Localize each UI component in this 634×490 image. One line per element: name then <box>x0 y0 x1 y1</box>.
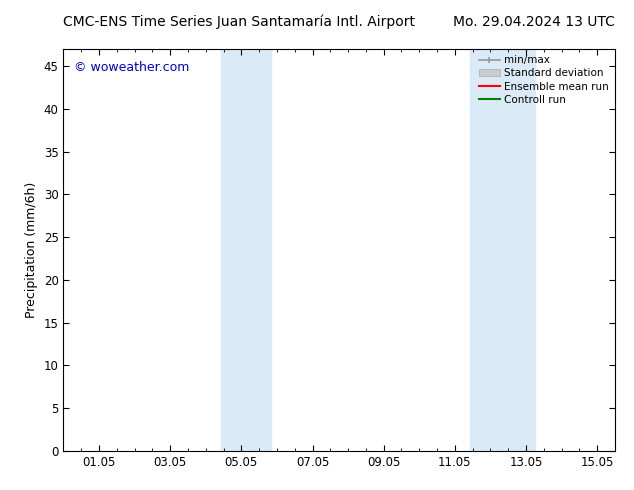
Legend: min/max, Standard deviation, Ensemble mean run, Controll run: min/max, Standard deviation, Ensemble me… <box>475 51 613 109</box>
Text: Mo. 29.04.2024 13 UTC: Mo. 29.04.2024 13 UTC <box>453 15 615 29</box>
Text: CMC-ENS Time Series Juan Santamaría Intl. Airport: CMC-ENS Time Series Juan Santamaría Intl… <box>63 15 415 29</box>
Text: © woweather.com: © woweather.com <box>74 61 190 74</box>
Y-axis label: Precipitation (mm/6h): Precipitation (mm/6h) <box>25 182 38 318</box>
Bar <box>221 49 271 451</box>
Bar <box>470 49 535 451</box>
